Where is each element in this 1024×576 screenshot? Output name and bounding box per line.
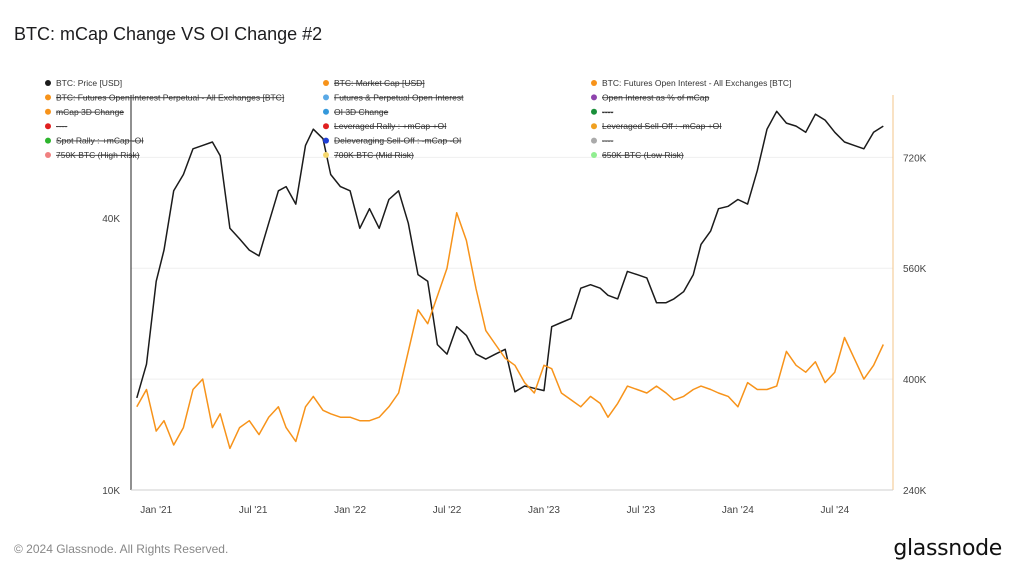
price-series-line [136, 110, 884, 399]
x-tick: Jan '21 [140, 505, 172, 516]
legend-label: 750K BTC (High Risk) [56, 150, 140, 160]
legend-item[interactable]: BTC: Price [USD] [45, 78, 122, 88]
legend-swatch [45, 152, 51, 158]
legend-swatch [323, 80, 329, 86]
legend-label: BTC: Futures Open Interest - All Exchang… [602, 78, 791, 88]
open-interest-series-line [136, 212, 884, 450]
y-right-tick: 240K [903, 486, 927, 497]
x-tick: Jan '22 [334, 505, 366, 516]
legend-item[interactable]: BTC: Market Cap [USD] [323, 78, 425, 88]
legend-swatch [591, 80, 597, 86]
legend-label: Leveraged Rally : +mCap +OI [334, 121, 446, 131]
x-tick: Jan '23 [528, 505, 560, 516]
legend-label: BTC: Price [USD] [56, 78, 122, 88]
legend-item[interactable]: BTC: Futures Open Interest Perpetual - A… [45, 92, 284, 102]
legend-swatch [45, 108, 51, 115]
x-tick: Jul '22 [433, 505, 462, 516]
legend-item[interactable]: BTC: Futures Open Interest - All Exchang… [591, 78, 791, 88]
legend: BTC: Price [USD] BTC: Market Cap [USD] BTC… [45, 78, 791, 160]
legend-item[interactable]: 650K BTC (Low Risk) [591, 150, 684, 160]
legend-swatch [591, 137, 597, 144]
legend-swatch [45, 123, 51, 130]
legend-swatch [591, 152, 597, 158]
legend-swatch [45, 137, 51, 144]
y-right-tick: 720K [903, 153, 927, 164]
gridlines [131, 156, 893, 491]
legend-swatch [323, 152, 329, 158]
legend-swatch [591, 123, 597, 130]
y-right-tick: 560K [903, 264, 927, 275]
x-tick: Jul '24 [821, 505, 850, 516]
x-tick: Jul '21 [239, 505, 268, 516]
legend-swatch [45, 94, 51, 101]
legend-item[interactable]: Spot Rally : +mCap -OI [45, 136, 144, 146]
legend-item[interactable]: Leveraged Sell-Off : -mCap +OI [591, 121, 722, 131]
legend-label: Open Interest as % of mCap [602, 92, 710, 102]
legend-label: OI 3D Change [334, 107, 389, 117]
legend-item[interactable]: Futures & Perpetual Open Interest [323, 92, 464, 102]
legend-swatch [591, 108, 597, 115]
y-left-tick: 40K [102, 214, 120, 225]
legend-item[interactable]: Leveraged Rally : +mCap +OI [323, 121, 446, 131]
legend-swatch [323, 108, 329, 115]
legend-item[interactable]: mCap 3D Change [45, 107, 124, 117]
legend-swatch [323, 137, 329, 144]
legend-label: ---- [602, 107, 613, 117]
legend-label: 700K BTC (Mid Risk) [334, 150, 414, 160]
legend-swatch [591, 94, 597, 101]
legend-label: Leveraged Sell-Off : -mCap +OI [602, 121, 722, 131]
legend-label: mCap 3D Change [56, 107, 124, 117]
legend-label: BTC: Market Cap [USD] [334, 78, 425, 88]
glassnode-logo: glassnode [893, 536, 1002, 561]
x-tick: Jul '23 [627, 505, 656, 516]
copyright-footer: © 2024 Glassnode. All Rights Reserved. [14, 542, 229, 556]
legend-label: BTC: Futures Open Interest Perpetual - A… [56, 92, 284, 102]
y-right-tick: 400K [903, 375, 927, 386]
x-tick: Jan '24 [722, 505, 754, 516]
series-layer [136, 110, 884, 450]
legend-label: ---- [602, 136, 613, 146]
legend-swatch [323, 123, 329, 130]
y-left-tick: 10K [102, 486, 120, 497]
legend-item[interactable]: ---- [45, 121, 67, 131]
legend-label: Futures & Perpetual Open Interest [334, 92, 464, 102]
legend-label: Deleveraging Sell-Off : -mCap -OI [334, 136, 461, 146]
legend-item[interactable]: Open Interest as % of mCap [591, 92, 710, 102]
legend-item[interactable]: OI 3D Change [323, 107, 389, 117]
legend-item[interactable]: Deleveraging Sell-Off : -mCap -OI [323, 136, 461, 146]
legend-label: ---- [56, 121, 67, 131]
legend-swatch [323, 94, 329, 101]
legend-item[interactable]: 700K BTC (Mid Risk) [323, 150, 414, 160]
legend-item[interactable]: 750K BTC (High Risk) [45, 150, 140, 160]
legend-label: 650K BTC (Low Risk) [602, 150, 684, 160]
legend-item[interactable]: ---- [591, 107, 613, 117]
axis-ticks: 240K 400K 560K 720K 10K 40K Jan '21 Jul '21 Jan … [102, 153, 926, 516]
legend-swatch [45, 80, 51, 86]
legend-label: Spot Rally : +mCap -OI [56, 136, 144, 146]
chart-title: BTC: mCap Change VS OI Change #2 [14, 24, 323, 44]
legend-item[interactable]: ---- [591, 136, 613, 146]
